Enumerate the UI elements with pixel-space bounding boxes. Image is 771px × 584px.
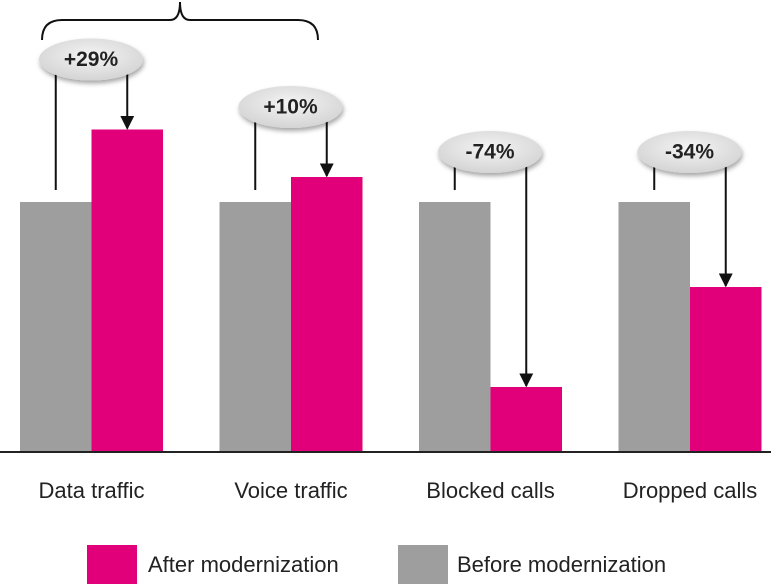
legend-label: After modernization bbox=[148, 552, 339, 577]
label-bubble bbox=[438, 131, 542, 173]
change-label: -74% bbox=[465, 141, 514, 164]
bar bbox=[490, 387, 562, 452]
x-tick-label: Voice traffic bbox=[234, 478, 347, 503]
label-bubble bbox=[238, 86, 343, 128]
legend-label: Before modernization bbox=[457, 552, 666, 577]
label-bubble bbox=[39, 38, 143, 81]
bar bbox=[690, 287, 762, 452]
change-label: +29% bbox=[64, 48, 119, 71]
x-tick-label: Data traffic bbox=[39, 478, 145, 503]
bar bbox=[91, 129, 163, 452]
bar bbox=[219, 202, 291, 452]
bar bbox=[291, 177, 363, 452]
bar bbox=[20, 202, 92, 452]
plot: Data traffic +29% Voice traffic +10% Blocked… bbox=[0, 38, 771, 584]
bracket bbox=[41, 1, 319, 41]
change-label: +10% bbox=[263, 96, 318, 119]
label-bubble bbox=[637, 131, 742, 173]
change-label: -34% bbox=[665, 141, 714, 164]
legend-swatch bbox=[398, 545, 448, 584]
bar bbox=[419, 202, 491, 452]
x-tick-label: Dropped calls bbox=[623, 478, 758, 503]
legend-swatch bbox=[87, 545, 137, 584]
x-tick-label: Blocked calls bbox=[426, 478, 554, 503]
bar bbox=[618, 202, 690, 452]
